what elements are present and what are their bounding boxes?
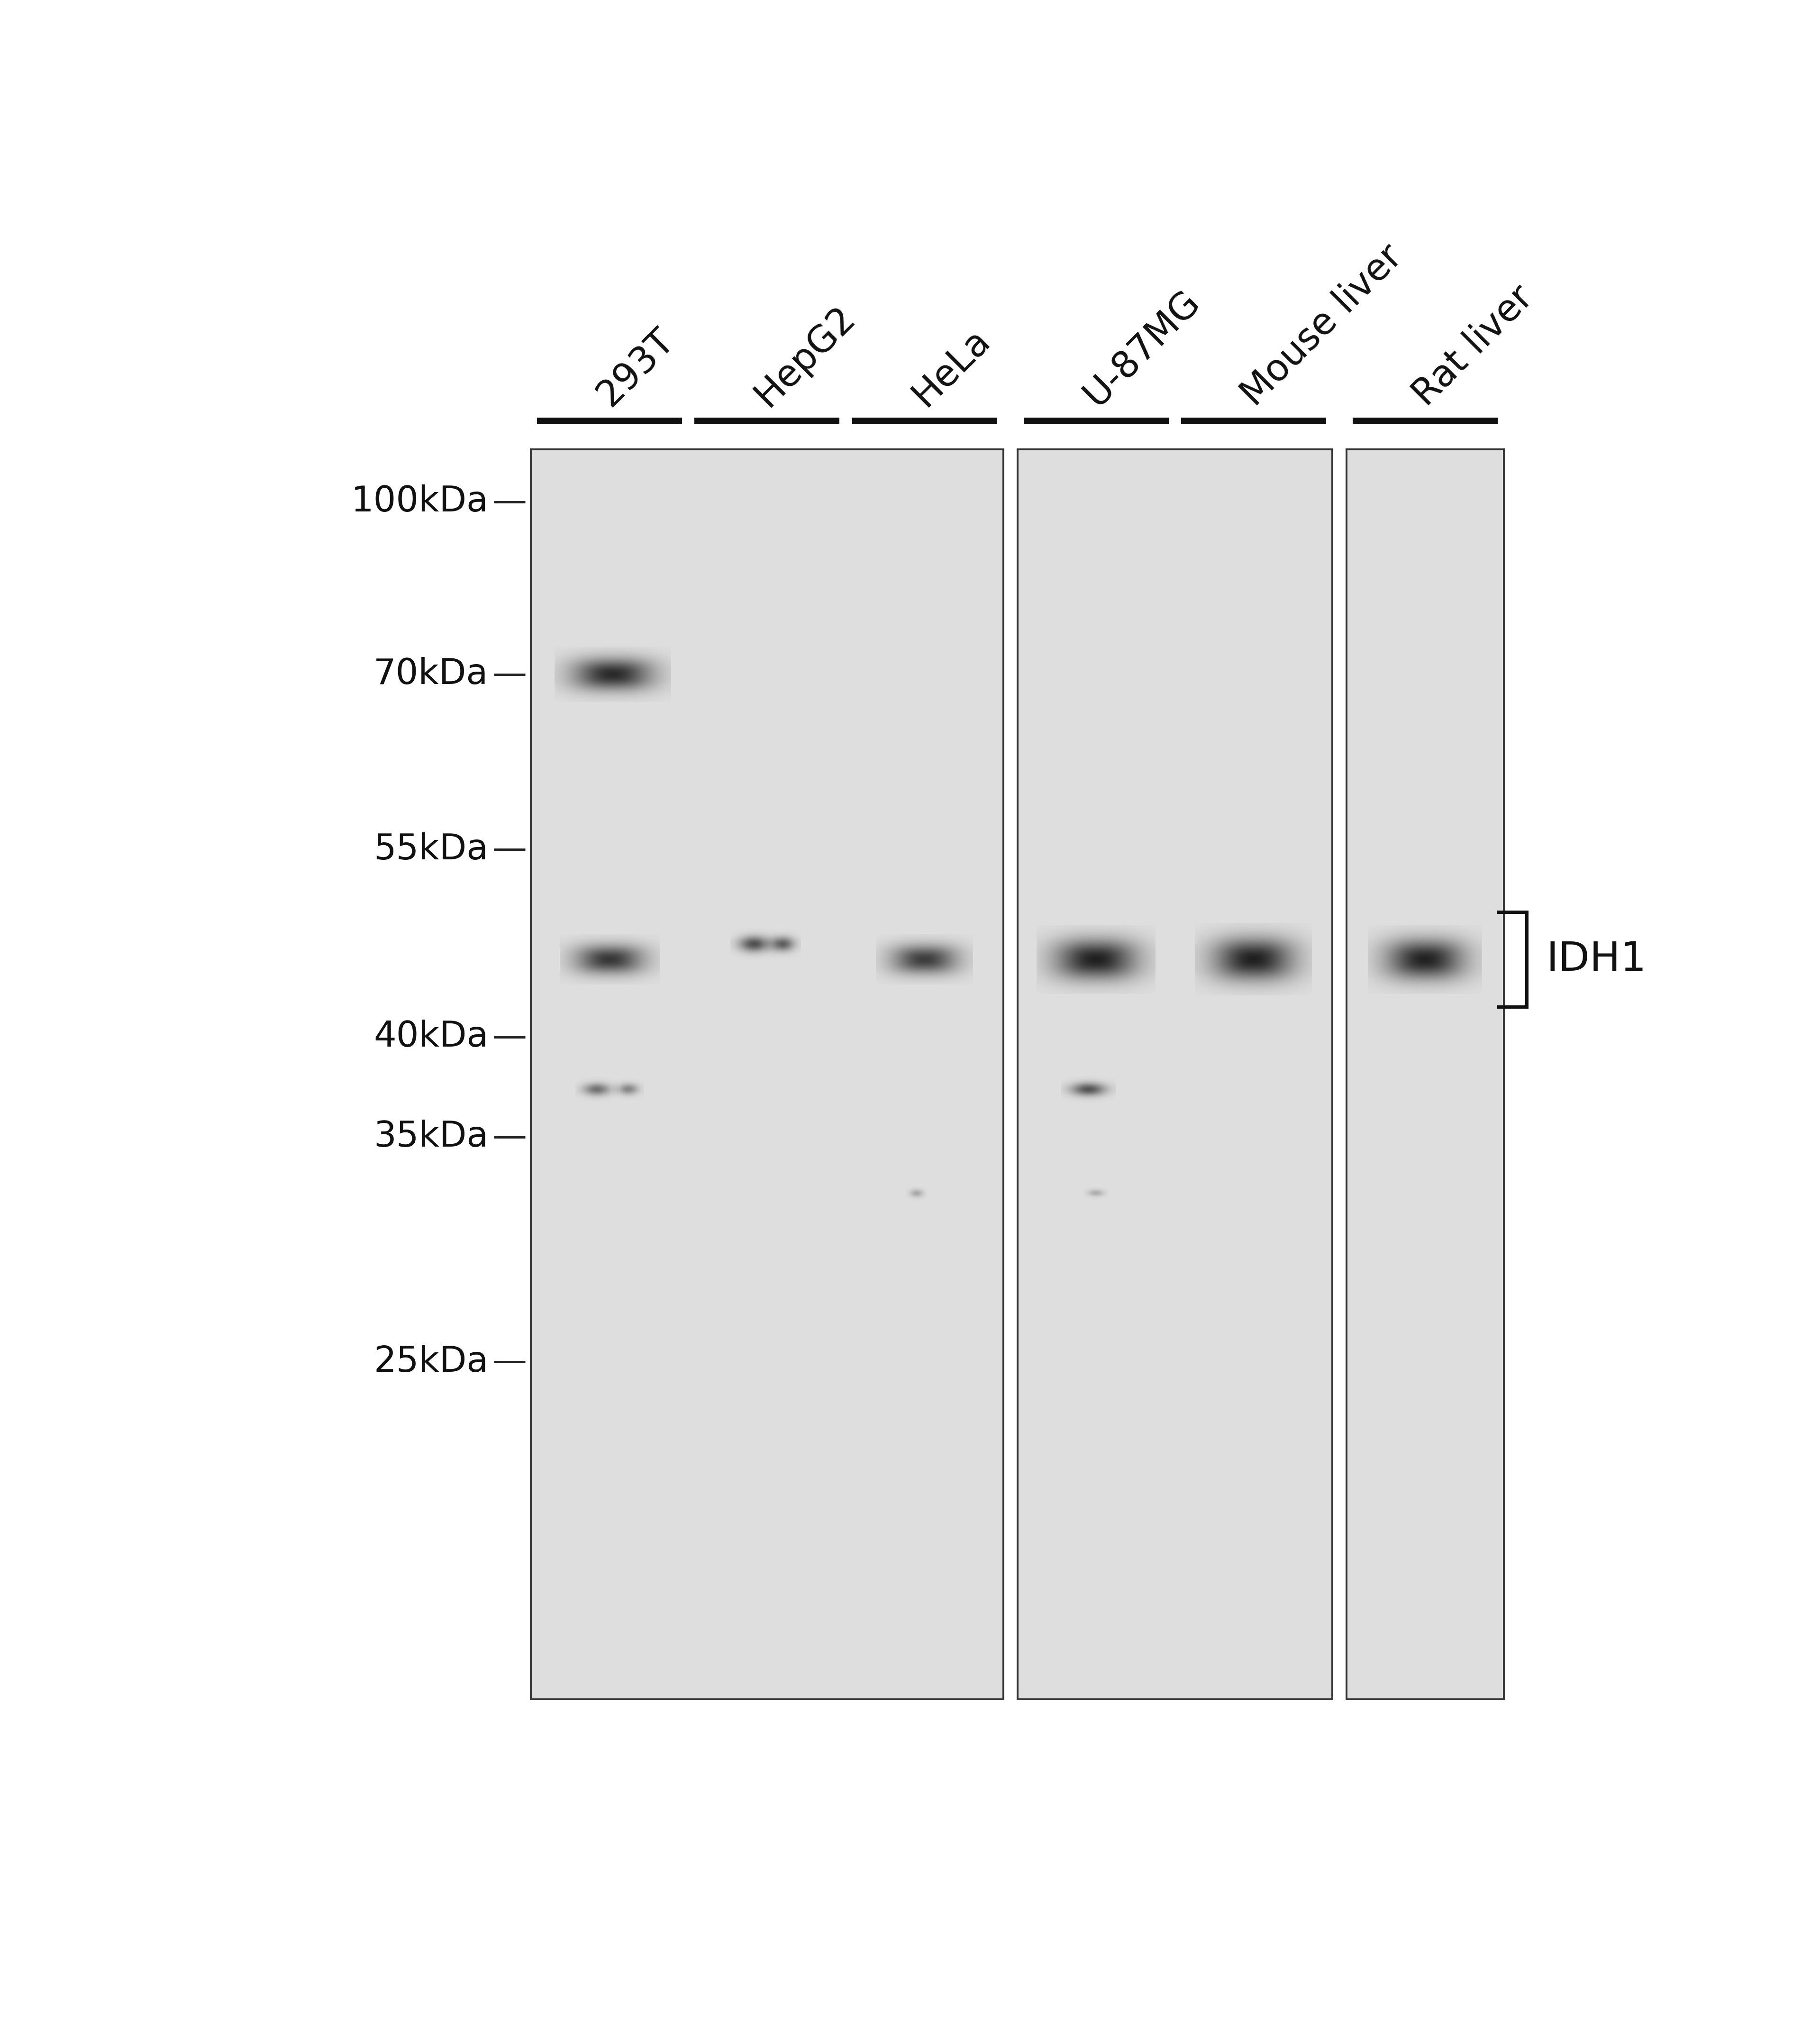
Text: HeLa: HeLa <box>905 323 997 412</box>
Text: 70kDa: 70kDa <box>373 658 488 692</box>
Text: 100kDa: 100kDa <box>351 484 488 519</box>
Text: Mouse liver: Mouse liver <box>1234 239 1409 412</box>
Text: 55kDa: 55kDa <box>373 833 488 866</box>
Text: 293T: 293T <box>590 323 681 412</box>
Text: HepG2: HepG2 <box>748 298 863 412</box>
Text: 40kDa: 40kDa <box>373 1019 488 1054</box>
Bar <box>1017 449 1332 1699</box>
Text: Rat liver: Rat liver <box>1407 280 1540 412</box>
Bar <box>531 449 1003 1699</box>
Text: U-87MG: U-87MG <box>1077 284 1207 412</box>
Bar <box>1347 449 1503 1699</box>
Text: IDH1: IDH1 <box>1547 939 1647 978</box>
Text: 35kDa: 35kDa <box>373 1119 488 1154</box>
Text: 25kDa: 25kDa <box>373 1344 488 1378</box>
